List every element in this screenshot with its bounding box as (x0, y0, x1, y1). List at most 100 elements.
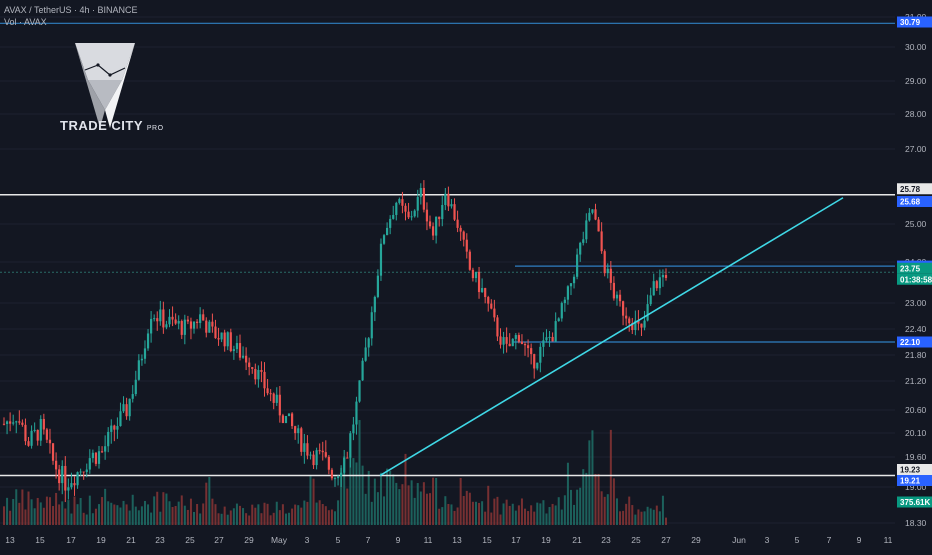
volume-bar (373, 478, 376, 525)
candle-body (195, 321, 199, 323)
candle-body (514, 335, 517, 339)
volume-bar (214, 504, 217, 525)
candle-body (55, 460, 58, 470)
candle-body (140, 358, 144, 361)
candle-body (569, 283, 573, 287)
volume-bar (278, 510, 281, 525)
price-tag (897, 273, 932, 285)
candle-body (487, 297, 490, 304)
candle-body (42, 418, 45, 430)
volume-bar (419, 491, 422, 525)
candle-body (422, 187, 425, 210)
y-tick-label: 23.00 (905, 298, 927, 308)
volume-bar (168, 501, 171, 525)
candle-body (511, 338, 514, 347)
volume-bar (107, 501, 110, 525)
volume-bar (3, 506, 5, 525)
volume-bar (631, 505, 634, 525)
volume-bar (42, 507, 45, 525)
candle-body (30, 430, 33, 446)
candle-body (248, 362, 251, 368)
candle-body (373, 296, 376, 313)
volume-bar (58, 504, 61, 525)
volume-bar (217, 513, 220, 525)
volume-bar (327, 510, 330, 525)
candle-body (340, 472, 343, 477)
volume-bar (73, 496, 76, 525)
x-tick-label: 25 (631, 535, 641, 545)
candle-body (260, 370, 263, 372)
volume-bar (238, 505, 241, 525)
volume-bar (441, 507, 444, 525)
volume-bar (137, 510, 140, 525)
volume-bar (297, 505, 300, 525)
volume-bar (199, 513, 202, 525)
x-tick-label: 21 (126, 535, 136, 545)
candle-body (560, 303, 563, 319)
logo-suffix: PRO (146, 125, 164, 132)
volume-bar (376, 492, 379, 525)
y-tick-label: 30.00 (905, 42, 927, 52)
volume-bar (609, 429, 612, 525)
volume-bar (21, 489, 24, 525)
candle-body (382, 235, 386, 244)
volume-bar (156, 491, 159, 525)
candle-body (278, 394, 281, 416)
volume-bar (520, 498, 523, 525)
candle-body (401, 199, 404, 206)
volume-bar (588, 440, 591, 525)
candle-body (241, 355, 245, 358)
candle-body (413, 210, 416, 217)
volume-bar (413, 497, 416, 525)
volume-bar (422, 482, 425, 525)
volume-bar (70, 513, 73, 525)
candle-body (551, 336, 554, 342)
candle-body (392, 214, 395, 219)
volume-bar (655, 505, 658, 525)
candle-body (428, 221, 432, 227)
candle-body (628, 318, 631, 324)
x-tick-label: 7 (827, 535, 832, 545)
volume-bar (52, 506, 55, 525)
volume-bar (180, 495, 183, 525)
candle-body (355, 401, 358, 425)
candle-body (263, 371, 266, 389)
candle-body (499, 336, 502, 345)
candle-body (468, 251, 471, 270)
volume-bar (542, 500, 545, 525)
volume-bar (432, 477, 435, 525)
volume-bar (101, 497, 104, 525)
volume-bar (94, 508, 97, 525)
candle-body (94, 452, 98, 464)
price-tag-text: 23.75 (900, 264, 921, 273)
tradecity-logo-icon (75, 43, 135, 128)
candle-body (477, 271, 481, 293)
candle-body (24, 424, 27, 442)
volume-bar (379, 472, 382, 525)
candle-body (306, 443, 309, 456)
candle-body (51, 443, 55, 461)
volume-bar (459, 477, 462, 525)
candle-body (294, 426, 297, 434)
volume-bar (352, 458, 355, 525)
volume-bar (502, 503, 505, 525)
volume-bar (88, 495, 91, 525)
candle-body (643, 320, 646, 328)
candle-body (297, 428, 300, 434)
volume-bar (122, 500, 125, 525)
volume-bar (557, 497, 560, 525)
candle-body (162, 309, 165, 328)
candle-body (481, 288, 484, 293)
candle-body (376, 275, 380, 297)
candle-body (202, 314, 205, 321)
candle-body (97, 451, 101, 464)
candle-body (658, 277, 661, 289)
volume-bar (533, 511, 536, 525)
candle-body (70, 483, 73, 488)
x-tick-label: 29 (691, 535, 701, 545)
volume-bar (665, 517, 667, 525)
y-tick-label: 29.00 (905, 76, 927, 86)
candle-body (597, 219, 600, 232)
volume-bar (9, 510, 12, 525)
